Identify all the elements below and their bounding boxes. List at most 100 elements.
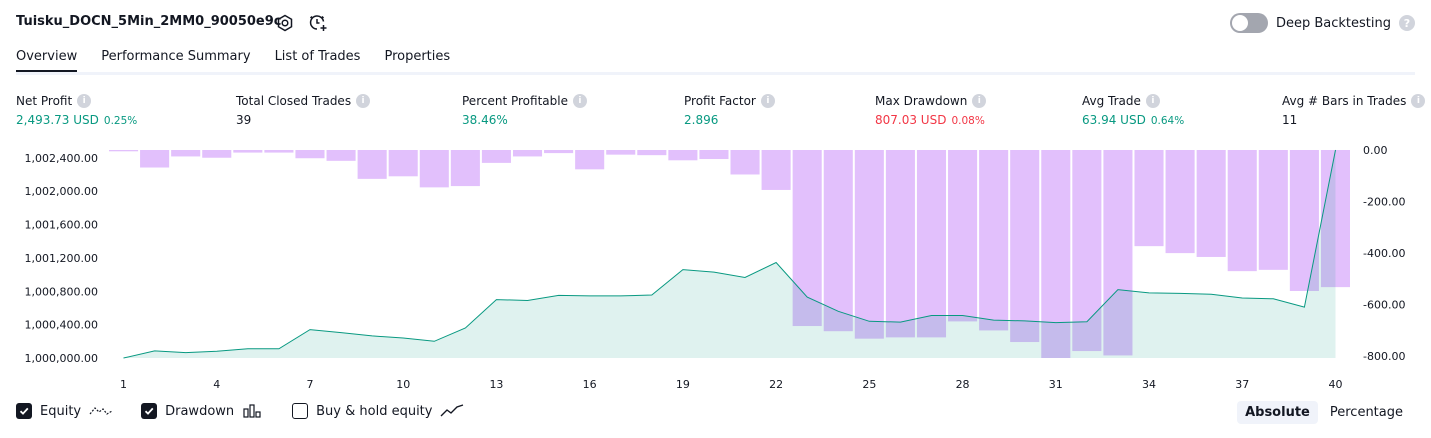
chart-legend: Equity Drawdown Buy & hold equity: [16, 403, 492, 419]
drawdown-bar: [948, 150, 978, 322]
metric-value: 2.896: [684, 113, 719, 127]
metric-label: Avg # Bars in Trades: [1282, 94, 1407, 108]
drawdown-bar: [668, 150, 698, 161]
left-axis-tick-label: 1,000,800.00: [25, 285, 98, 298]
x-axis-tick-label: 34: [1142, 378, 1156, 391]
drawdown-bar: [140, 150, 170, 168]
tab-properties[interactable]: Properties: [384, 49, 451, 64]
x-axis-tick-label: 13: [489, 378, 503, 391]
drawdown-bar: [357, 150, 387, 179]
info-icon[interactable]: i: [1411, 94, 1426, 108]
drawdown-bar: [1010, 150, 1040, 343]
metric-total-closed-trades: Total Closed Trades i 39: [236, 94, 371, 127]
drawdown-bar: [730, 150, 760, 175]
drawdown-bar: [544, 150, 574, 154]
x-axis-tick-label: 7: [306, 378, 313, 391]
legend-label: Buy & hold equity: [316, 403, 433, 419]
metric-label: Total Closed Trades: [236, 94, 352, 108]
deep-backtesting-label: Deep Backtesting: [1275, 15, 1391, 31]
metric-value: 63.94 USD: [1082, 113, 1146, 127]
legend-buy-hold-equity[interactable]: Buy & hold equity: [292, 403, 464, 419]
drawdown-bar: [823, 150, 853, 332]
view-mode-selector: Absolute Percentage: [1237, 401, 1411, 424]
metric-avg-bars-in-trades: Avg # Bars in Trades i 11: [1282, 94, 1426, 127]
percentage-button[interactable]: Percentage: [1329, 405, 1403, 420]
drawdown-checkbox[interactable]: [141, 403, 158, 419]
metric-value: 11: [1282, 113, 1298, 127]
drawdown-bar: [419, 150, 449, 188]
equity-drawdown-chart[interactable]: 1,002,400.00 1,002,000.00 1,001,600.00 1,00…: [0, 140, 1431, 395]
settings-icon[interactable]: [275, 13, 295, 33]
metric-percent: 0.64%: [1150, 115, 1185, 127]
drawdown-bar: [1072, 150, 1102, 352]
absolute-button[interactable]: Absolute: [1237, 401, 1318, 424]
right-axis-tick-label: 0.00: [1363, 144, 1388, 157]
metric-value: 39: [236, 113, 252, 127]
drawdown-bar: [575, 150, 605, 170]
drawdown-bar: [637, 150, 667, 156]
info-icon[interactable]: i: [572, 94, 587, 108]
buy-hold-checkbox[interactable]: [292, 403, 309, 419]
metric-max-drawdown: Max Drawdown i 807.03 USD 0.08%: [875, 94, 987, 127]
x-axis-tick-label: 16: [583, 378, 597, 391]
left-axis-tick-label: 1,000,000.00: [25, 352, 98, 365]
drawdown-bar: [1165, 150, 1195, 254]
drawdown-bar: [1289, 150, 1319, 291]
metric-value: 2,493.73 USD: [16, 113, 99, 127]
info-icon[interactable]: i: [760, 94, 775, 108]
x-axis-tick-label: 31: [1049, 378, 1063, 391]
metric-label: Max Drawdown: [875, 94, 968, 108]
drawdown-bar: [450, 150, 480, 187]
metric-net-profit: Net Profit i 2,493.73 USD 0.25%: [16, 94, 137, 127]
drawdown-bar: [264, 150, 294, 153]
x-axis-tick-label: 25: [862, 378, 876, 391]
tab-divider: [16, 72, 1415, 75]
drawdown-bar: [481, 150, 511, 163]
metric-percent: 0.08%: [951, 115, 985, 127]
drawdown-bar: [202, 150, 232, 158]
right-axis-tick-label: -600.00: [1363, 299, 1405, 312]
drawdown-bar: [326, 150, 356, 161]
x-axis-tick-label: 22: [769, 378, 783, 391]
legend-equity[interactable]: Equity: [16, 403, 113, 419]
drawdown-bar: [388, 150, 418, 177]
info-icon[interactable]: i: [972, 94, 987, 108]
tab-bar: Overview Performance Summary List of Tra…: [16, 49, 450, 73]
drawdown-bar: [1134, 150, 1164, 247]
help-icon[interactable]: ?: [1399, 15, 1415, 31]
drawdown-bar: [171, 150, 201, 157]
metric-label: Avg Trade: [1082, 94, 1141, 108]
tab-performance-summary[interactable]: Performance Summary: [101, 49, 251, 64]
right-axis-tick-label: -800.00: [1363, 350, 1405, 363]
metric-avg-trade: Avg Trade i 63.94 USD 0.64%: [1082, 94, 1184, 127]
drawdown-bar: [1258, 150, 1288, 270]
x-axis-tick-label: 40: [1328, 378, 1342, 391]
legend-drawdown[interactable]: Drawdown: [141, 403, 264, 419]
deep-backtesting-toggle[interactable]: [1229, 13, 1268, 33]
info-icon[interactable]: i: [77, 94, 92, 108]
strategy-title: Tuisku_DOCN_5Min_2MM0_90050e9c: [16, 14, 282, 29]
metric-percent: 0.25%: [103, 115, 138, 127]
right-axis-tick-label: -400.00: [1363, 247, 1405, 260]
equity-line: [123, 149, 1336, 359]
left-axis-tick-label: 1,002,400.00: [25, 152, 98, 165]
info-icon[interactable]: i: [1145, 94, 1160, 108]
left-axis-tick-label: 1,002,000.00: [25, 185, 98, 198]
add-alert-icon[interactable]: [308, 13, 328, 33]
drawdown-bar: [761, 150, 791, 190]
metric-label: Profit Factor: [684, 94, 756, 108]
drawdown-bar: [979, 150, 1009, 331]
x-axis-tick-label: 28: [956, 378, 970, 391]
drawdown-bar: [233, 150, 263, 153]
drawdown-bar: [295, 150, 325, 159]
metric-percent-profitable: Percent Profitable i 38.46%: [462, 94, 587, 127]
metric-label: Net Profit: [16, 94, 73, 108]
x-axis-tick-label: 10: [396, 378, 410, 391]
x-axis-tick-label: 19: [676, 378, 690, 391]
drawdown-bars-icon: [243, 404, 261, 418]
tab-overview[interactable]: Overview: [16, 49, 78, 73]
info-icon[interactable]: i: [356, 94, 371, 108]
tab-list-of-trades[interactable]: List of Trades: [274, 49, 361, 64]
drawdown-bar: [512, 150, 543, 157]
equity-checkbox[interactable]: [16, 403, 32, 419]
